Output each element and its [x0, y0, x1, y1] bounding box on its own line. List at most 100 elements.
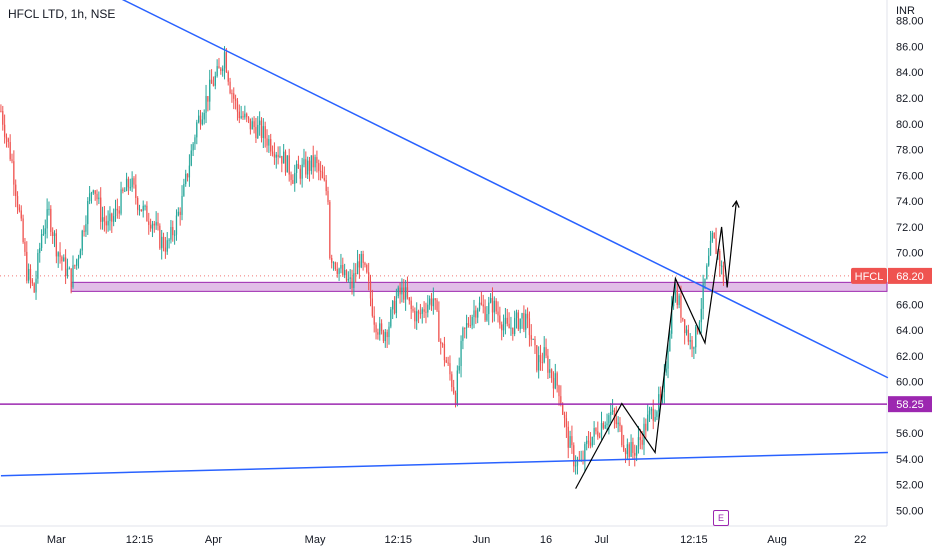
candle-body [589, 442, 592, 446]
symbol-title: HFCL LTD, 1h, NSE [8, 7, 116, 21]
candle-body [238, 111, 240, 119]
x-tick-label: Mar [47, 534, 66, 546]
candle-body [190, 150, 192, 166]
y-tick-label: 60.00 [896, 377, 924, 389]
candle-body [397, 287, 399, 297]
candle-body [719, 251, 721, 267]
candle-body [406, 287, 409, 298]
candle-body [7, 138, 9, 143]
earnings-badge[interactable]: E [713, 510, 729, 526]
candle-body [66, 268, 69, 276]
y-tick-label: 70.00 [896, 248, 924, 260]
candle-body [347, 278, 349, 281]
candle-body [600, 423, 603, 437]
candle-body [451, 374, 453, 388]
candle-body [639, 437, 641, 441]
candle-body [229, 81, 231, 94]
candle-body [164, 247, 167, 252]
candle-body [42, 233, 45, 235]
candle-body [22, 218, 24, 243]
candle-body [233, 93, 235, 99]
candle-body [440, 341, 442, 344]
candle-body [571, 436, 573, 446]
candle-body [722, 265, 725, 283]
y-tick-label: 86.00 [896, 41, 924, 53]
candle-body [271, 151, 274, 154]
candle-body [488, 302, 490, 315]
candle-body [661, 392, 664, 398]
y-tick-label: 72.00 [896, 222, 924, 234]
candle-body [0, 110, 2, 112]
candle-body [305, 159, 307, 175]
candle-body [482, 304, 484, 307]
last-price-tag-text: 68.20 [896, 271, 924, 283]
candle-body [140, 209, 143, 212]
candle-body [704, 278, 706, 284]
candle-body [574, 465, 577, 467]
candle-body [295, 163, 298, 173]
candle-body [345, 270, 348, 281]
candle-body [654, 416, 656, 421]
candle-body [270, 139, 272, 152]
candle-body [212, 83, 215, 86]
candle-body [628, 444, 630, 457]
candle-body [20, 210, 22, 219]
candle-body [321, 171, 324, 178]
candle-body [576, 459, 579, 466]
candle-body [26, 251, 28, 281]
candle-body [711, 232, 714, 241]
candle-body [138, 209, 141, 211]
candle-body [676, 290, 678, 305]
candle-body [308, 160, 311, 171]
candle-body [671, 306, 673, 334]
candle-body [266, 138, 268, 146]
y-tick-label: 50.00 [896, 506, 924, 518]
candle-body [223, 52, 226, 69]
candle-body [286, 155, 288, 173]
candle-body [530, 335, 532, 340]
candle-body [353, 273, 355, 288]
candle-body [40, 234, 43, 248]
candle-body [621, 426, 623, 446]
candle-body [283, 151, 285, 164]
candle-body [207, 96, 209, 102]
candle-body [107, 220, 109, 226]
candle-body [63, 257, 65, 262]
candle-body [209, 79, 211, 102]
arrow-head [731, 199, 740, 208]
candle-body [443, 344, 446, 361]
candle-body [16, 196, 19, 208]
candle-body [587, 440, 590, 443]
candle-body [157, 222, 159, 226]
candle-body [650, 408, 653, 411]
y-tick-label: 76.00 [896, 170, 924, 182]
wave-path [575, 201, 737, 489]
candle-body [510, 327, 512, 329]
candle-body [689, 340, 691, 342]
candle-body [244, 113, 246, 118]
candle-body [615, 417, 617, 425]
candle-body [423, 309, 425, 312]
candle-body [55, 233, 58, 257]
x-tick-label: Apr [205, 534, 222, 546]
candle-body [412, 309, 414, 311]
candle-body [720, 265, 723, 267]
candle-body [327, 191, 329, 202]
candle-body [135, 184, 137, 198]
candle-body [369, 281, 372, 299]
x-tick-label: 12:15 [680, 534, 708, 546]
candle-body [205, 96, 207, 113]
candle-body [521, 313, 523, 319]
candle-body [318, 163, 320, 171]
candle-body [203, 112, 205, 120]
currency-label: INR [896, 5, 915, 17]
candle-body [27, 268, 30, 281]
candle-body [393, 300, 396, 314]
candle-body [227, 72, 229, 82]
x-tick-label: 12:15 [126, 534, 154, 546]
candle-body [513, 318, 516, 334]
candle-body [90, 192, 93, 194]
candle-body [50, 208, 52, 232]
